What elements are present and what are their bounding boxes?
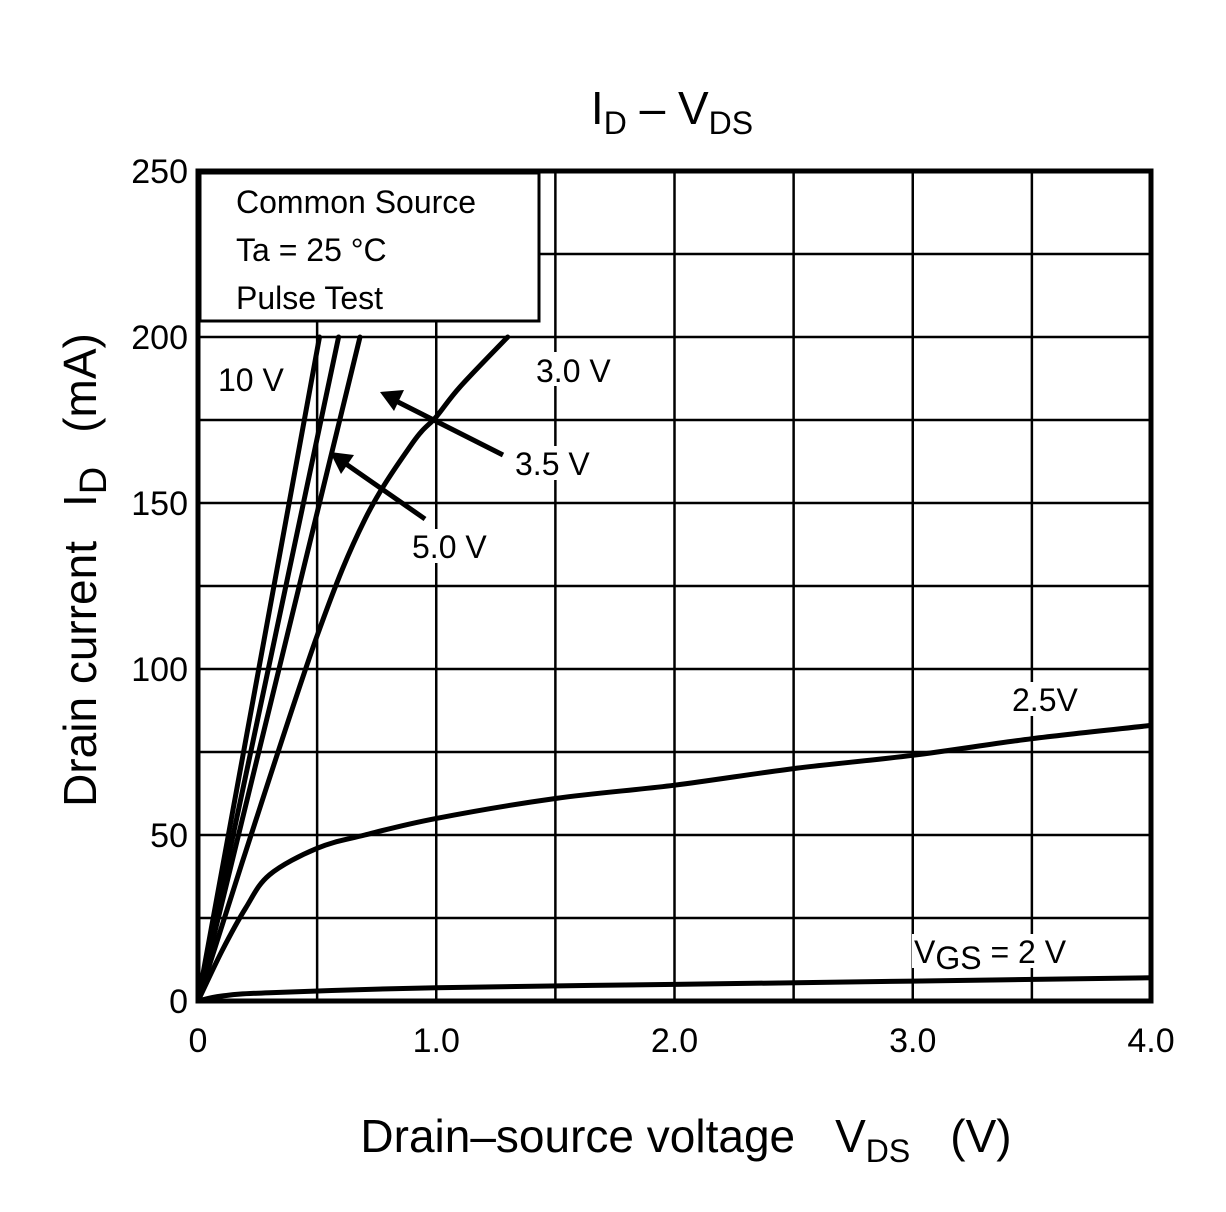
series-line-3-5-v [195, 334, 363, 1004]
series-line-5-0-v [195, 334, 342, 1004]
series-line-2-5v [195, 722, 1154, 1004]
condition-line-1: Common Source [236, 184, 476, 220]
label-5-0v: 5.0 V [412, 529, 487, 565]
x-tick-label: 4.0 [1127, 1022, 1174, 1060]
y-tick-labels: 0 50 100 150 200 250 [131, 153, 188, 1021]
y-tick-label: 200 [131, 319, 188, 357]
condition-line-2: Ta = 25 °C [236, 232, 387, 268]
label-3-5v: 3.5 V [515, 446, 590, 482]
x-tick-label: 2.0 [651, 1022, 698, 1060]
label-3-0v: 3.0 V [536, 353, 611, 389]
plot-frame [195, 168, 1154, 1004]
series-curves [195, 334, 1154, 1004]
y-tick-label: 50 [150, 817, 188, 855]
y-tick-label: 0 [169, 983, 188, 1021]
arrow-3-5v [380, 390, 505, 458]
y-axis-title: Drain currentID(mA) [54, 333, 115, 807]
x-tick-label: 0 [189, 1022, 208, 1060]
x-tick-label: 1.0 [413, 1022, 460, 1060]
condition-line-3: Pulse Test [236, 280, 383, 316]
label-2-5v: 2.5V [1012, 682, 1078, 718]
series-line-vgs-2-v [195, 975, 1154, 1004]
chart-title: ID – VDS [591, 82, 753, 141]
x-tick-labels: 0 1.0 2.0 3.0 4.0 [189, 1022, 1175, 1060]
y-tick-label: 150 [131, 485, 188, 523]
x-tick-label: 3.0 [889, 1022, 936, 1060]
label-vgs-2v: VGS = 2 V [914, 934, 1067, 976]
series-line-10-v [195, 334, 322, 1004]
conditions-box [198, 171, 541, 323]
y-tick-label: 250 [131, 153, 188, 191]
x-axis-title: Drain–source voltage VDS (V) [360, 1110, 1011, 1169]
arrow-5-0v [330, 452, 427, 522]
series-line-3-0-v [195, 334, 511, 1004]
y-tick-label: 100 [131, 651, 188, 689]
label-10v: 10 V [218, 362, 284, 398]
